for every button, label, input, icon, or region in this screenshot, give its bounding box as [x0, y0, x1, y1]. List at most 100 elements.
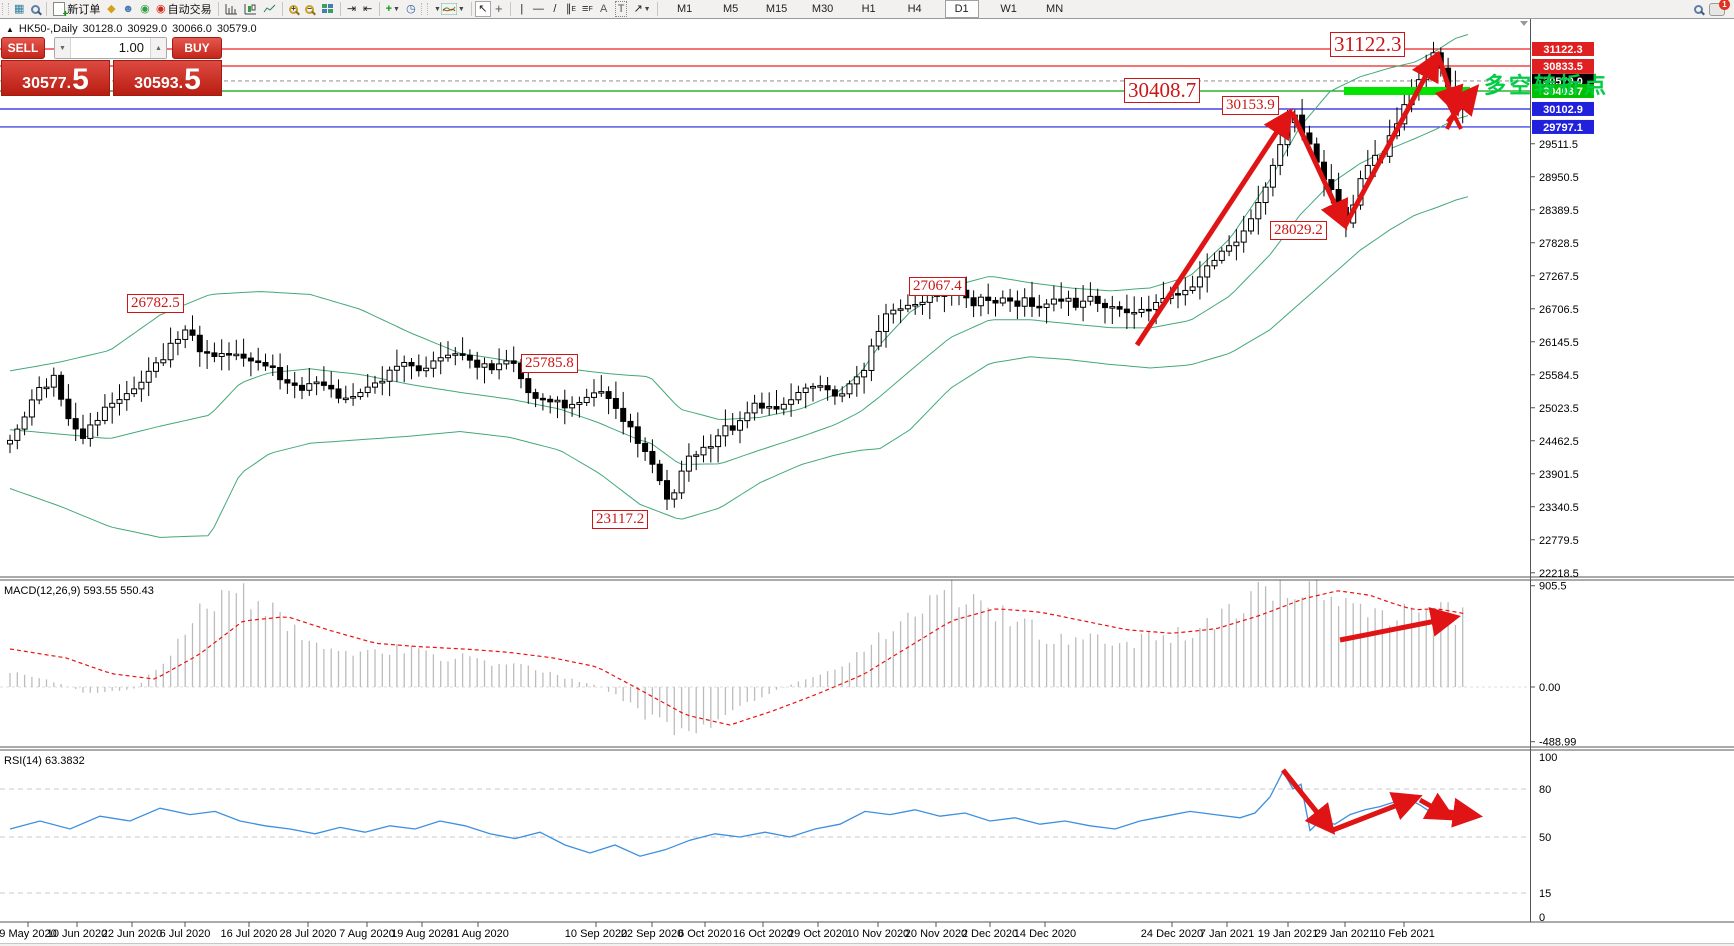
ohlc-high: 30929.0	[127, 23, 168, 35]
date-label: 29 Oct 2020	[788, 928, 848, 940]
price-callout-label[interactable]: 25785.8	[521, 354, 578, 373]
price-callout-label[interactable]: 28029.2	[1270, 221, 1327, 240]
candle-up	[138, 381, 145, 390]
vertical-line-tool[interactable]: |	[514, 1, 530, 17]
chart-window-icon[interactable]: ▦	[11, 1, 27, 17]
toolbar-separator	[281, 2, 283, 16]
candle-down	[1123, 308, 1130, 314]
sell-button[interactable]: SELL	[1, 37, 45, 59]
collapse-triangle-icon[interactable]: ▲	[6, 24, 14, 34]
timeframe-button-w1[interactable]: W1	[1000, 3, 1017, 15]
timeframe-button-mn[interactable]: MN	[1046, 3, 1064, 15]
candle-down	[335, 388, 342, 399]
timeframe-button-d1[interactable]: D1	[944, 0, 979, 18]
period-clock-icon[interactable]: ◷	[403, 1, 419, 17]
styler-bucket-icon[interactable]: ◆	[103, 1, 119, 17]
profile-icon[interactable]: ☻	[119, 1, 137, 17]
candle-up	[839, 393, 846, 397]
trendline-tool[interactable]: /	[547, 1, 563, 17]
templates-button[interactable]: ▼ ▼	[430, 1, 468, 17]
cursor-tool[interactable]: ↖	[474, 1, 491, 17]
rsi-tick-label: 15	[1539, 888, 1551, 900]
timeframe-button-h1[interactable]: H1	[861, 3, 876, 15]
price-callout-label[interactable]: 30153.9	[1222, 96, 1279, 115]
volume-increase-button[interactable]: ▲	[150, 38, 166, 58]
price-callout-label[interactable]: 27067.4	[909, 277, 966, 296]
horizontal-line-tool[interactable]: —	[530, 1, 547, 17]
price-callout-label[interactable]: 30408.7	[1124, 78, 1201, 103]
channel-tool[interactable]: ∥ E	[563, 1, 579, 17]
candle-up	[912, 303, 919, 307]
timeframe-button-m30[interactable]: M30	[811, 3, 834, 15]
price-callout-label[interactable]: 31122.3	[1330, 32, 1406, 57]
bar-chart-glyph	[225, 4, 237, 15]
candle-up	[875, 330, 882, 347]
candle-up	[868, 345, 875, 371]
add-indicator-button[interactable]: + ▼	[383, 1, 403, 17]
crosshair-tool[interactable]: +	[491, 1, 507, 17]
line-chart-mode-icon[interactable]	[260, 1, 279, 17]
rsi-trend-arrow	[1332, 792, 1423, 833]
chart-window-glyph: ▦	[14, 3, 25, 15]
timeframe-button-m5[interactable]: M5	[722, 3, 739, 15]
buy-button[interactable]: BUY	[172, 37, 222, 59]
profile-glyph: ☻	[122, 3, 134, 15]
sell-price-display[interactable]: 30577. 5	[1, 60, 110, 96]
chart-autoscroll-icon[interactable]: ⇥	[344, 1, 360, 17]
candle-up	[423, 367, 430, 372]
candle-up	[1218, 250, 1225, 261]
fibo-sub-label: F	[588, 5, 593, 13]
bull-bear-turning-point-note[interactable]: 多空转折点	[1484, 73, 1610, 98]
notifications-button[interactable]: 1	[1706, 0, 1730, 17]
trend-annotations[interactable]	[1134, 50, 1480, 347]
price-axis[interactable]: 29511.5 28950.5 28389.5 27828.5 27267.5 26706…	[1530, 42, 1594, 924]
text-label-tool[interactable]: T	[612, 1, 631, 17]
candle-up	[707, 446, 714, 449]
candle-up	[445, 354, 451, 359]
buy-price-display[interactable]: 30593. 5	[113, 60, 222, 96]
candle-up	[437, 357, 444, 362]
timeframe-button-m15[interactable]: M15	[765, 3, 788, 15]
text-tool[interactable]: A	[596, 1, 612, 17]
candle-up	[1153, 302, 1160, 311]
candle-up	[116, 399, 123, 404]
timeframe-button-m1[interactable]: M1	[676, 3, 693, 15]
candle-up	[1080, 300, 1087, 308]
scroll-end-marker	[1520, 21, 1528, 26]
zoom-out-button[interactable]: −	[302, 1, 318, 17]
horizontal-line-icon: —	[532, 3, 544, 15]
signal-icon[interactable]: ◉	[137, 1, 153, 17]
print-preview-icon[interactable]	[27, 1, 43, 17]
bar-chart-mode-icon[interactable]	[222, 1, 241, 17]
candle-chart-mode-icon[interactable]	[241, 1, 260, 17]
candle-down	[415, 365, 422, 372]
sell-price-frac: 5	[72, 63, 89, 96]
autotrading-button[interactable]: ◉ 自动交易	[153, 1, 215, 17]
macd-trend-arrow	[1339, 607, 1461, 643]
chart-canvas[interactable]: 29511.5 28950.5 28389.5 27828.5 27267.5 26706…	[0, 18, 1734, 946]
fibonacci-tool[interactable]: ≡ F	[579, 1, 596, 17]
candle-up	[342, 397, 349, 401]
tile-windows-icon[interactable]	[318, 1, 337, 17]
zoom-in-button[interactable]: +	[286, 1, 302, 17]
chart-shift-icon[interactable]: ⇤	[360, 1, 376, 17]
new-order-button[interactable]: + 新订单	[50, 1, 103, 20]
candle-down	[547, 398, 554, 403]
toolbar-grip	[420, 3, 428, 15]
volume-input[interactable]: 1.00	[118, 40, 144, 55]
rsi-tick-label: 80	[1539, 784, 1551, 796]
candle-up	[1043, 303, 1050, 308]
arrows-tool[interactable]: ↗ ▼	[630, 1, 653, 17]
volume-decrease-button[interactable]: ▼	[55, 38, 71, 58]
search-button[interactable]	[1690, 1, 1706, 17]
macd-label: MACD(12,26,9) 593.55 550.43	[4, 585, 154, 597]
price-tag-bg	[1532, 58, 1594, 73]
toolbar-grip	[2, 3, 9, 15]
timeframe-button-h4[interactable]: H4	[907, 3, 922, 15]
candle-up	[372, 382, 378, 388]
price-callout-label[interactable]: 26782.5	[127, 294, 184, 313]
candle-up	[50, 374, 57, 388]
text-tool-icon: A	[600, 3, 608, 15]
price-callout-label[interactable]: 23117.2	[592, 510, 649, 529]
